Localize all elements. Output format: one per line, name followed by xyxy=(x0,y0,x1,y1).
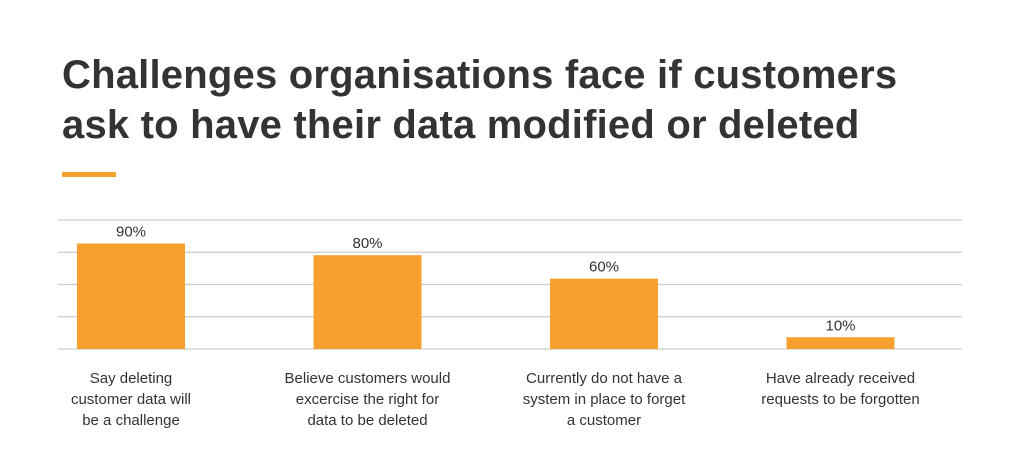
category-label-line: Currently do not have a xyxy=(526,370,682,387)
title-accent-bar xyxy=(62,172,116,177)
data-label: 60% xyxy=(589,259,619,276)
category-label-line: a customer xyxy=(566,412,642,429)
title-line-2: ask to have their data modified or delet… xyxy=(62,103,860,147)
bar xyxy=(786,337,895,349)
category-label-line: Say deleting xyxy=(89,370,173,387)
data-label: 90% xyxy=(116,223,146,240)
bar xyxy=(313,255,422,349)
category-label-line: system in place to forget xyxy=(522,391,686,408)
category-label-line: data to be deleted xyxy=(307,412,428,429)
category-label-line: excercise the right for xyxy=(295,391,440,408)
category-label: Currently do not have a system in place t… xyxy=(494,368,714,431)
data-label: 80% xyxy=(352,235,382,252)
category-label-line: Believe customers would xyxy=(284,370,451,387)
bar xyxy=(550,278,658,349)
category-label-line: be a challenge xyxy=(82,412,180,429)
category-label: Believe customers would excercise the rig… xyxy=(258,368,478,431)
category-label-line: requests to be forgotten xyxy=(761,391,920,408)
category-label-line: Have already received xyxy=(765,370,916,387)
category-label-line: customer data will xyxy=(70,391,192,408)
category-label: Have already received requests to be forg… xyxy=(731,368,951,410)
bar xyxy=(77,243,185,349)
title-line-1: Challenges organisations face if custome… xyxy=(62,53,898,97)
chart-title: Challenges organisations face if custome… xyxy=(62,50,897,150)
category-label: Say deleting customer data will be a chall… xyxy=(21,368,241,431)
data-label: 10% xyxy=(825,317,855,334)
